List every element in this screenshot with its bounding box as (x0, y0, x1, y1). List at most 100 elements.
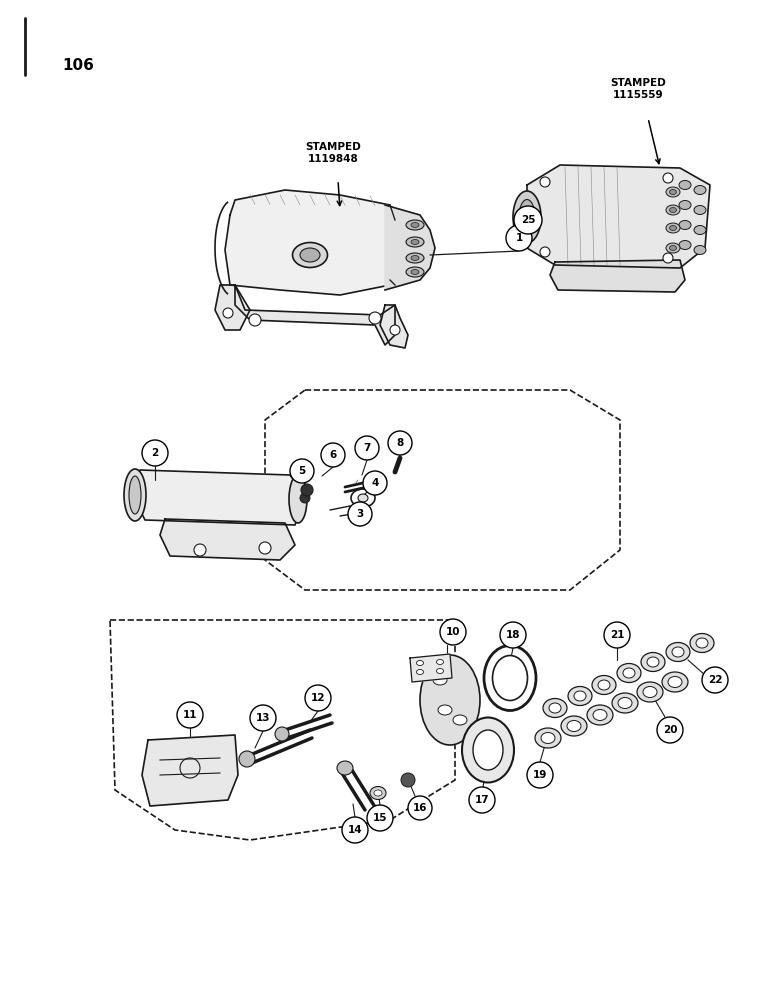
Circle shape (514, 206, 542, 234)
Circle shape (259, 542, 271, 554)
Ellipse shape (637, 682, 663, 702)
Ellipse shape (694, 206, 706, 215)
Ellipse shape (662, 672, 688, 692)
Ellipse shape (669, 226, 676, 231)
Circle shape (663, 253, 673, 263)
Ellipse shape (679, 180, 691, 190)
Ellipse shape (592, 676, 616, 694)
Ellipse shape (669, 245, 676, 250)
Text: 11: 11 (183, 710, 197, 720)
Ellipse shape (647, 657, 659, 667)
Ellipse shape (694, 245, 706, 254)
Ellipse shape (666, 205, 680, 215)
Ellipse shape (679, 221, 691, 230)
Circle shape (390, 325, 400, 335)
Text: 25: 25 (521, 215, 535, 225)
Ellipse shape (473, 730, 503, 770)
Ellipse shape (541, 732, 555, 744)
Ellipse shape (519, 200, 535, 234)
Circle shape (363, 471, 387, 495)
Circle shape (469, 787, 495, 813)
Ellipse shape (666, 223, 680, 233)
Circle shape (657, 717, 683, 743)
Circle shape (301, 484, 313, 496)
Ellipse shape (492, 656, 527, 700)
Ellipse shape (679, 200, 691, 210)
Text: 20: 20 (663, 725, 677, 735)
Ellipse shape (358, 494, 368, 502)
Ellipse shape (535, 728, 561, 748)
Ellipse shape (641, 652, 665, 672)
Text: 7: 7 (363, 443, 370, 453)
Text: 19: 19 (533, 770, 548, 780)
Ellipse shape (411, 255, 419, 260)
Polygon shape (142, 735, 238, 806)
Ellipse shape (669, 208, 676, 213)
Circle shape (250, 705, 276, 731)
Polygon shape (235, 285, 395, 345)
Circle shape (408, 796, 432, 820)
Ellipse shape (417, 660, 424, 666)
Circle shape (506, 225, 532, 251)
Polygon shape (550, 260, 685, 292)
Circle shape (401, 773, 415, 787)
Polygon shape (225, 190, 395, 295)
Ellipse shape (668, 676, 682, 688)
Ellipse shape (696, 638, 708, 648)
Text: 10: 10 (445, 627, 460, 637)
Ellipse shape (617, 664, 641, 682)
Polygon shape (380, 305, 408, 348)
Ellipse shape (561, 716, 587, 736)
Ellipse shape (411, 223, 419, 228)
Ellipse shape (437, 668, 444, 674)
Circle shape (540, 247, 550, 257)
Ellipse shape (694, 226, 706, 234)
Polygon shape (130, 470, 305, 525)
Ellipse shape (417, 670, 424, 674)
Ellipse shape (411, 269, 419, 274)
Ellipse shape (420, 655, 480, 745)
Circle shape (223, 308, 233, 318)
Circle shape (249, 314, 261, 326)
Ellipse shape (643, 686, 657, 698)
Ellipse shape (337, 761, 353, 775)
Ellipse shape (593, 710, 607, 720)
Circle shape (355, 436, 379, 460)
Ellipse shape (453, 715, 467, 725)
Circle shape (321, 443, 345, 467)
Ellipse shape (598, 680, 610, 690)
Text: 6: 6 (329, 450, 337, 460)
Circle shape (540, 177, 550, 187)
Text: 13: 13 (256, 713, 270, 723)
Polygon shape (385, 205, 435, 290)
Circle shape (702, 667, 728, 693)
Text: 12: 12 (310, 693, 325, 703)
Circle shape (177, 702, 203, 728)
Ellipse shape (462, 718, 514, 782)
Ellipse shape (289, 475, 307, 523)
Polygon shape (215, 285, 250, 330)
Ellipse shape (666, 187, 680, 197)
Ellipse shape (374, 790, 382, 796)
Circle shape (194, 544, 206, 556)
Circle shape (367, 805, 393, 831)
Circle shape (663, 173, 673, 183)
Ellipse shape (406, 237, 424, 247)
Text: 106: 106 (62, 58, 94, 73)
Ellipse shape (574, 691, 586, 701)
Text: 15: 15 (373, 813, 387, 823)
Ellipse shape (370, 786, 386, 800)
Text: 21: 21 (610, 630, 624, 640)
Ellipse shape (666, 243, 680, 253)
Circle shape (388, 431, 412, 455)
Ellipse shape (618, 698, 632, 708)
Circle shape (500, 622, 526, 648)
Text: 1: 1 (516, 233, 523, 243)
Ellipse shape (292, 242, 328, 267)
Ellipse shape (672, 647, 684, 657)
Text: STAMPED
1119848: STAMPED 1119848 (305, 142, 361, 164)
Circle shape (604, 622, 630, 648)
Ellipse shape (549, 703, 561, 713)
Circle shape (142, 440, 168, 466)
Ellipse shape (129, 476, 141, 514)
